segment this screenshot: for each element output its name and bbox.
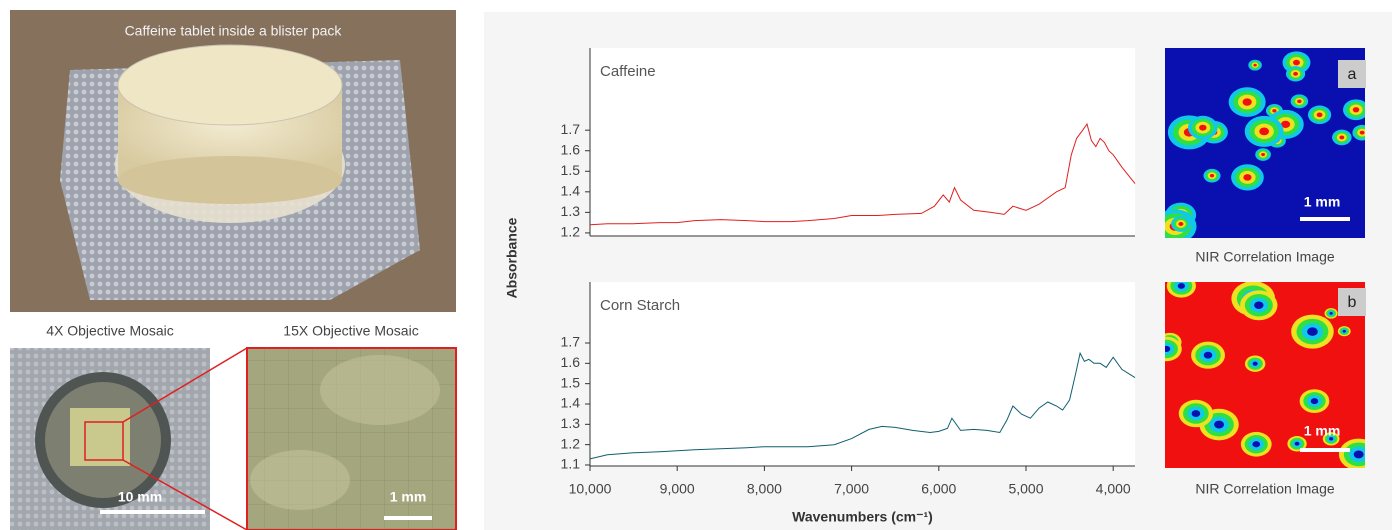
blob (1293, 60, 1300, 66)
charts: Caffeine 1.2 1.3 1.4 1.5 1.6 1.7 Absorbance Corn… (504, 48, 1135, 525)
blob (1253, 64, 1256, 67)
photo-title: Caffeine tablet inside a blister pack (125, 23, 343, 39)
scale-label: 1 mm (390, 489, 427, 505)
x-tick-label: 7,000 (834, 481, 869, 497)
blob (1297, 100, 1301, 103)
tablet-photo (10, 10, 456, 312)
blob (1252, 441, 1260, 447)
blob (1243, 174, 1251, 181)
blob (1293, 72, 1298, 76)
blob (1261, 153, 1265, 156)
y-tick-label: 1.4 (561, 183, 581, 199)
blob (1339, 135, 1344, 139)
y-tick-label: 1.6 (561, 141, 581, 157)
blob (1295, 442, 1300, 446)
y-tick-label: 1.7 (561, 121, 581, 137)
y-tick-label: 1.4 (561, 395, 581, 411)
y-axis-label: Absorbance (504, 217, 520, 298)
x-tick-label: 5,000 (1008, 481, 1043, 497)
scale-label: 1 mm (1304, 194, 1341, 210)
x-tick-label: 9,000 (660, 481, 695, 497)
image-caption: NIR Correlation Image (1195, 481, 1334, 497)
y-tick-label: 1.7 (561, 334, 581, 350)
x-tick-label: 6,000 (921, 481, 956, 497)
blob (1199, 125, 1206, 131)
scale-label: 1 mm (1304, 423, 1341, 439)
blob (1353, 107, 1360, 112)
blob (1204, 352, 1212, 359)
blob (1272, 109, 1276, 112)
chart-title: Caffeine (600, 63, 656, 80)
y-tick-label: 1.5 (561, 374, 581, 390)
image-label: a (1348, 66, 1357, 83)
y-tick-label: 1.2 (561, 224, 581, 240)
blob (1343, 330, 1346, 333)
plot-area (590, 48, 1135, 236)
mosaic-title: 15X Objective Mosaic (283, 323, 418, 339)
scale-label: 10 mm (118, 489, 162, 505)
x-tick-label: 4,000 (1096, 481, 1131, 497)
blob (1214, 421, 1224, 429)
x-tick-label: 8,000 (747, 481, 782, 497)
y-tick-label: 1.2 (561, 435, 581, 451)
y-tick-label: 1.3 (561, 203, 581, 219)
blob (1329, 312, 1332, 315)
blob (1178, 222, 1183, 226)
blob (1307, 327, 1318, 336)
blob (1192, 410, 1201, 417)
blob (1311, 398, 1318, 404)
blob (1253, 362, 1258, 366)
mosaic-title: 4X Objective Mosaic (46, 323, 174, 339)
blob (1259, 127, 1269, 135)
chart-title: Corn Starch (600, 297, 680, 314)
x-axis-label: Wavenumbers (cm⁻¹) (792, 509, 933, 525)
blob (1317, 113, 1323, 118)
blob (1243, 98, 1252, 105)
blob (1178, 283, 1185, 289)
y-tick-label: 1.6 (561, 354, 581, 370)
x-tick-label: 10,000 (569, 481, 612, 497)
y-tick-label: 1.3 (561, 415, 581, 431)
blob (1210, 174, 1214, 177)
image-caption: NIR Correlation Image (1195, 249, 1334, 265)
image-label: b (1348, 294, 1357, 311)
blob (1354, 450, 1364, 458)
y-tick-label: 1.1 (561, 456, 581, 472)
blob (1360, 131, 1365, 135)
mosaic-4x (10, 348, 210, 530)
y-tick-label: 1.5 (561, 162, 581, 178)
blob (1254, 302, 1263, 309)
figure: Caffeine tablet inside a blister pack 4X… (0, 0, 1392, 530)
